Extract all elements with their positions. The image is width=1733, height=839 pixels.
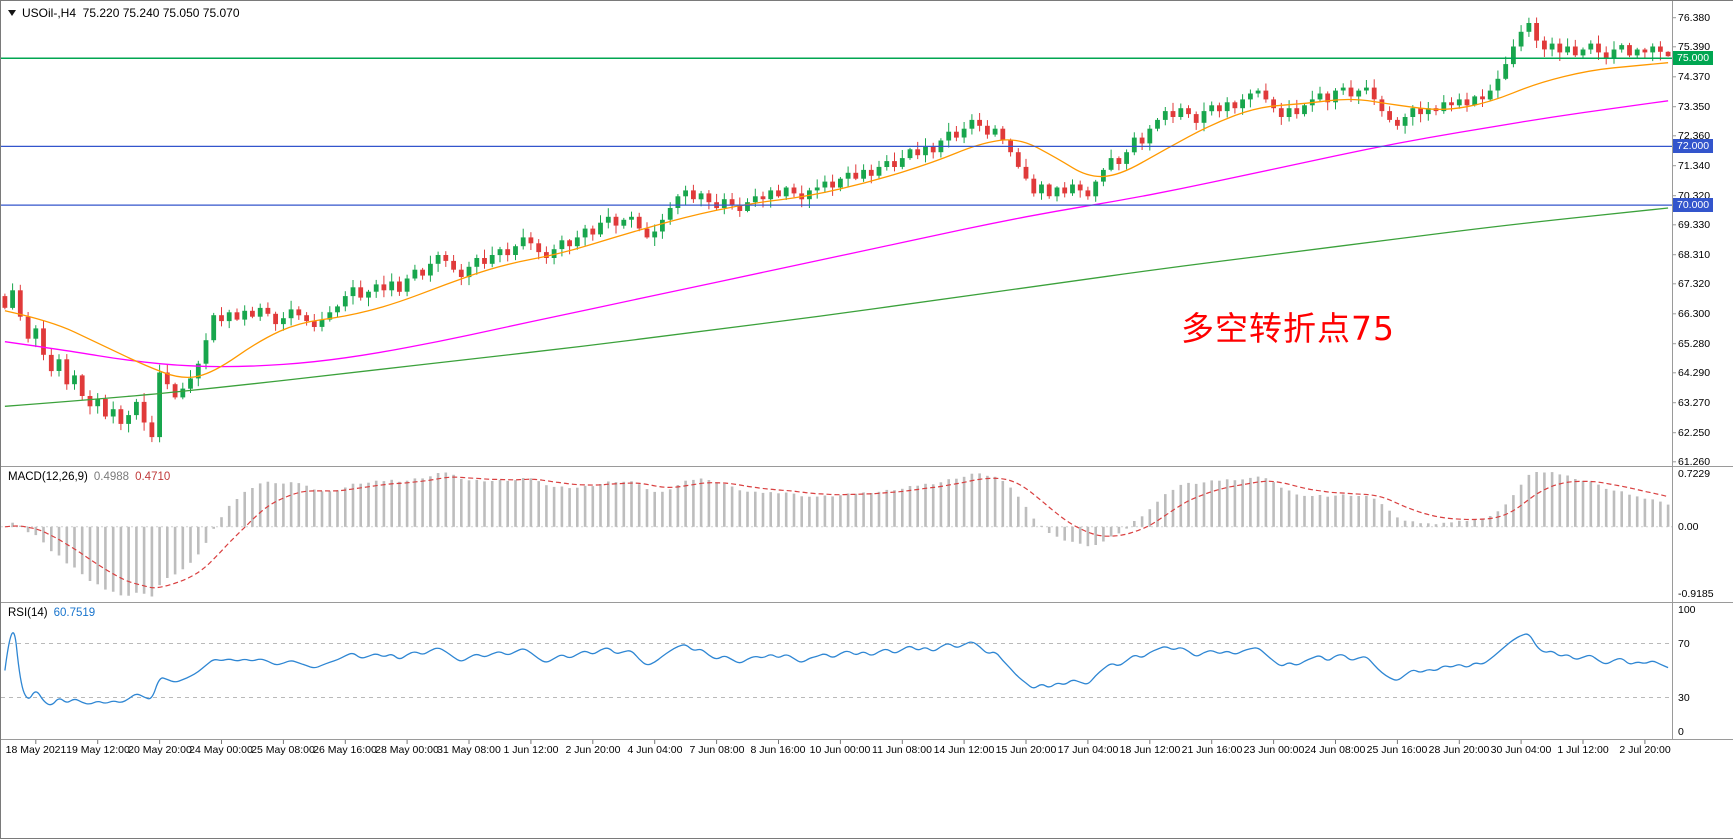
- time-axis-label: 31 May 08:00: [437, 744, 501, 756]
- macd-indicator-label: MACD(12,26,9) 0.4988 0.4710: [8, 471, 170, 483]
- ma-slow-line: [4, 207, 1669, 407]
- time-axis-label: 2 Jul 20:00: [1619, 744, 1671, 756]
- price-axis-label: 68.310: [1678, 249, 1711, 261]
- time-axis-label: 24 May 00:00: [189, 744, 253, 756]
- price-axis-label: 61.260: [1678, 456, 1711, 468]
- price-axis-label: 66.300: [1678, 308, 1711, 320]
- rsi-indicator-label: RSI(14) 60.7519: [8, 607, 95, 619]
- time-axis-label: 28 Jun 20:00: [1428, 744, 1490, 756]
- time-axis-label: 2 Jun 20:00: [565, 744, 621, 756]
- time-axis-label: 26 May 16:00: [313, 744, 377, 756]
- time-axis-label: 20 May 20:00: [128, 744, 192, 756]
- price-axis-label: 76.380: [1678, 12, 1711, 24]
- price-hline-badge: 72.000: [1673, 139, 1714, 153]
- price-axis-label: 67.320: [1678, 278, 1711, 290]
- macd-axis-label: 0.00: [1678, 521, 1699, 533]
- chart-canvas[interactable]: [1, 1, 1733, 766]
- rsi-axis-label: 30: [1678, 692, 1690, 704]
- rsi-name: RSI(14): [8, 607, 48, 619]
- time-axis-label: 23 Jun 00:00: [1243, 744, 1305, 756]
- price-hline-badge: 70.000: [1673, 198, 1714, 212]
- time-axis-label: 17 Jun 04:00: [1057, 744, 1119, 756]
- rsi-axis-label: 100: [1678, 604, 1696, 616]
- price-hline-badge: 75.000: [1673, 51, 1714, 65]
- time-axis-label: 30 Jun 04:00: [1490, 744, 1552, 756]
- time-axis-label: 18 May 2021: [5, 744, 67, 756]
- time-axis-label: 1 Jun 12:00: [503, 744, 559, 756]
- ma-fast-line: [4, 62, 1669, 379]
- time-axis-label: 11 Jun 08:00: [872, 744, 932, 756]
- rsi-axis-label: 70: [1678, 638, 1690, 650]
- price-axis-label: 69.330: [1678, 219, 1711, 231]
- macd-value-signal: 0.4710: [135, 471, 171, 483]
- time-axis-label: 25 Jun 16:00: [1366, 744, 1428, 756]
- time-axis-label: 8 Jun 16:00: [750, 744, 806, 756]
- macd-axis-label: -0.9185: [1678, 588, 1714, 600]
- time-axis-label: 18 Jun 12:00: [1119, 744, 1181, 756]
- chart-marker-icon: [8, 10, 16, 16]
- pane-borders: [1, 1, 1733, 744]
- time-axis-label: 15 Jun 20:00: [995, 744, 1057, 756]
- symbol-quote-bar: USOil-,H4 75.220 75.240 75.050 75.070: [8, 6, 240, 20]
- rsi-axis-label: 0: [1678, 726, 1684, 738]
- price-axis-label: 71.340: [1678, 160, 1711, 172]
- candles-layer: [2, 17, 1671, 443]
- price-axis-label: 73.350: [1678, 101, 1711, 113]
- price-axis-label: 64.290: [1678, 367, 1711, 379]
- time-axis-label: 10 Jun 00:00: [809, 744, 871, 756]
- macd-axis-label: 0.7229: [1678, 468, 1711, 480]
- macd-value-main: 0.4988: [93, 471, 130, 483]
- ma-mid-line: [4, 100, 1669, 368]
- time-axis-label: 25 May 08:00: [251, 744, 315, 756]
- time-axis-label: 28 May 00:00: [375, 744, 439, 756]
- time-axis-label: 14 Jun 12:00: [933, 744, 995, 756]
- time-axis-label: 24 Jun 08:00: [1304, 744, 1366, 756]
- price-axis-label: 62.250: [1678, 427, 1711, 439]
- chart-annotation: 多空转折点75: [1181, 309, 1395, 348]
- time-axis-label: 4 Jun 04:00: [627, 744, 683, 756]
- time-axis-label: 1 Jul 12:00: [1557, 744, 1609, 756]
- price-axis-label: 63.270: [1678, 397, 1711, 409]
- time-axis-label: 7 Jun 08:00: [689, 744, 745, 756]
- price-hlines-layer: [1, 57, 1672, 206]
- rsi-value: 60.7519: [53, 607, 96, 619]
- price-axis-label: 65.280: [1678, 338, 1711, 350]
- price-axis-label: 74.370: [1678, 71, 1711, 83]
- time-axis-label: 19 May 12:00: [66, 744, 130, 756]
- rsi-pane-layer: [1, 632, 1672, 706]
- time-axis-label: 21 Jun 16:00: [1181, 744, 1243, 756]
- symbol-quote-text: USOil-,H4 75.220 75.240 75.050 75.070: [22, 6, 240, 20]
- macd-name: MACD(12,26,9): [8, 471, 88, 483]
- price-axis-label: 75.390: [1678, 41, 1711, 53]
- macd-pane-layer: [1, 472, 1672, 597]
